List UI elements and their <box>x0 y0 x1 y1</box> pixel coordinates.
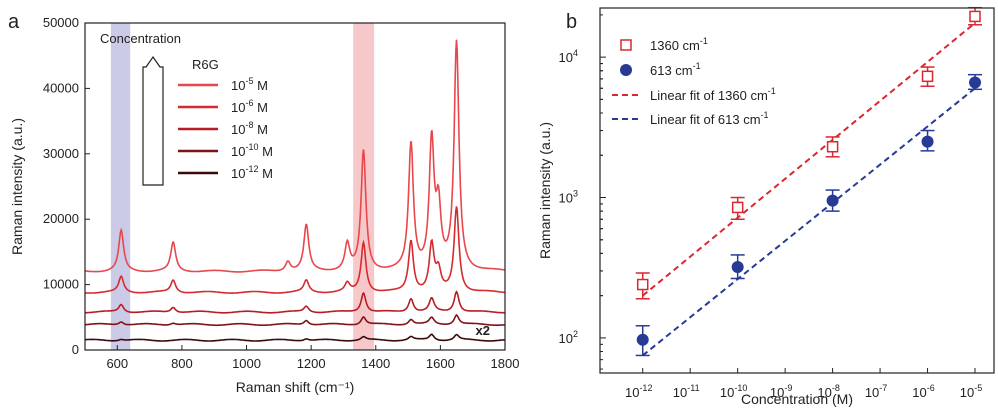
y-tick-label: 103 <box>559 189 578 206</box>
data-point-circle <box>636 333 649 346</box>
legend-marker-square <box>620 39 632 51</box>
data-point-square <box>969 10 981 23</box>
highlight-band-0 <box>110 23 131 350</box>
legend-label-1: 10-6 M <box>231 98 268 115</box>
panel-label-b: b <box>566 11 577 33</box>
y-tick-label: 20000 <box>43 211 79 226</box>
x-tick-label: 10-8 <box>817 383 839 400</box>
legend-label-b-0: 1360 cm-1 <box>650 36 708 53</box>
legend-label-0: 10-5 M <box>231 76 268 93</box>
plot-frame-a <box>84 22 506 351</box>
legend-label-3: 10-10 M <box>231 142 273 159</box>
x-tick-label: 800 <box>171 356 193 371</box>
y-tick-label: 0 <box>72 342 79 357</box>
spectrum-line-3 <box>84 313 505 327</box>
y-tick-label: 102 <box>559 329 578 346</box>
data-point-circle <box>921 135 934 148</box>
legend-label-b-2: Linear fit of 1360 cm-1 <box>650 86 776 103</box>
r6g-annotation: R6G <box>192 57 219 72</box>
fit-line-0 <box>642 22 976 297</box>
y-tick-label: 40000 <box>43 80 79 95</box>
data-point-square <box>731 201 744 214</box>
concentration-annotation: Concentration <box>100 31 181 46</box>
data-point-circle <box>731 260 744 273</box>
x-tick-label: 10-12 <box>625 383 652 400</box>
data-point-square <box>636 278 649 291</box>
data-point-circle <box>826 194 839 207</box>
y-axis-label: Raman intensity (a.u.) <box>537 122 553 259</box>
spectrum-line-2 <box>85 290 505 314</box>
legend-label-b-1: 613 cm-1 <box>650 61 701 78</box>
panel-b: b 10-12 10-11 10-10 10-9 10-8 10-7 10-6 10-5 102 1… <box>537 6 995 407</box>
spectrum-line-1 <box>84 206 506 294</box>
plot-frame-b <box>599 7 995 374</box>
legend-label-b-3: Linear fit of 613 cm-1 <box>650 110 769 127</box>
data-point-square <box>921 70 934 83</box>
x-tick-label: 10-7 <box>865 383 887 400</box>
panel-a: a 600 800 1000 1200 1400 1600 1800 0 10000 20000 30… <box>8 11 519 395</box>
y-axis-label: Raman intensity (a.u.) <box>9 118 25 255</box>
y-tick-label: 30000 <box>43 146 79 161</box>
y-tick-label: 104 <box>559 48 578 65</box>
x-tick-label: 1000 <box>232 356 261 371</box>
x-tick-label: 1200 <box>297 356 326 371</box>
x-tick-label: 10-11 <box>673 383 700 400</box>
x-tick-label: 10-9 <box>770 383 792 400</box>
legend-label-2: 10-8 M <box>231 120 268 137</box>
x-tick-label: 1800 <box>491 356 520 371</box>
y-tick-label: 50000 <box>43 15 79 30</box>
x-axis-label: Concentration (M) <box>741 391 853 407</box>
data-point-circle <box>969 76 982 89</box>
spectrum-line-4 <box>85 333 506 342</box>
x2-annotation: x2 <box>476 323 490 338</box>
fit-line-1 <box>642 87 976 357</box>
concentration-arrow <box>142 55 164 186</box>
x-tick-label: 10-6 <box>912 383 934 400</box>
data-point-square <box>826 140 839 153</box>
x-axis-label: Raman shift (cm⁻¹) <box>236 379 355 395</box>
x-tick-label: 600 <box>106 356 128 371</box>
legend-marker-circle <box>620 64 632 76</box>
highlight-band-1 <box>353 23 375 350</box>
spectrum-line-0 <box>85 39 506 273</box>
x-tick-label: 10-10 <box>720 383 747 400</box>
y-tick-label: 10000 <box>43 277 79 292</box>
panel-label-a: a <box>8 11 20 33</box>
x-tick-label: 1400 <box>361 356 390 371</box>
legend-label-4: 10-12 M <box>231 164 273 181</box>
x-tick-label: 10-5 <box>960 383 982 400</box>
x-tick-label: 1600 <box>426 356 455 371</box>
